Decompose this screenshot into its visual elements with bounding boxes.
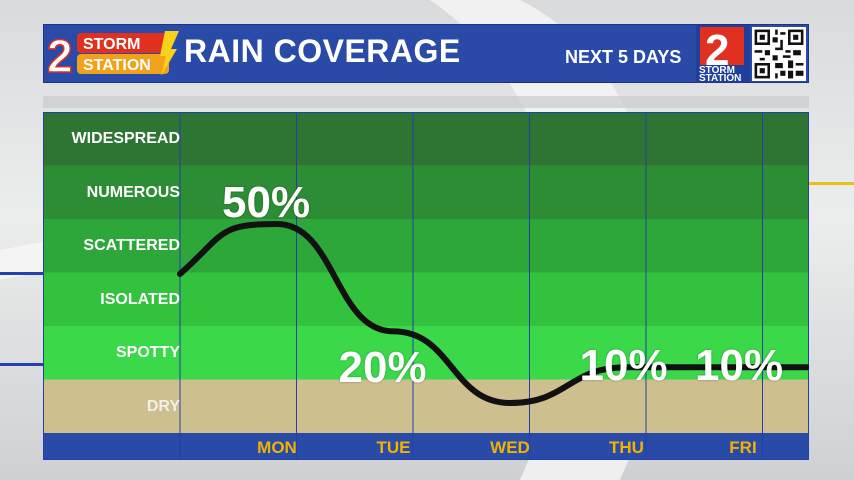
- badge-text-bottom: STATION: [699, 73, 741, 82]
- band-isolated: [43, 272, 809, 326]
- level-label-numerous: NUMEROUS: [86, 183, 180, 201]
- station-badge: 2 STORM STATION: [696, 25, 750, 82]
- band-scattered: [43, 219, 809, 273]
- qr-code: [752, 27, 806, 81]
- logo-bottom-text: STATION: [83, 57, 151, 74]
- band-dry: [43, 379, 809, 433]
- data-label-thu: 10%: [579, 341, 668, 391]
- level-label-dry: DRY: [146, 397, 180, 415]
- tick-label-mon: MON: [257, 438, 297, 457]
- level-label-spotty: SPOTTY: [115, 344, 180, 361]
- band-numerous: [43, 165, 809, 219]
- data-label-fri: 10%: [695, 341, 784, 391]
- level-label-scattered: SCATTERED: [83, 237, 180, 254]
- data-label-mon: 50%: [222, 178, 311, 227]
- tick-label-thu: THU: [609, 438, 644, 457]
- band-spotty: [43, 326, 809, 380]
- tick-label-tue: TUE: [376, 438, 411, 457]
- badge-text-top: STORM: [699, 65, 735, 76]
- data-label-tue: 20%: [338, 343, 427, 393]
- page-title: RAIN COVERAGE: [184, 33, 461, 69]
- logo-number: 2: [47, 30, 73, 78]
- chart-area: DRY SPOTTY ISOLATED SCATTERED NUMEROUS WIDESP…: [43, 112, 809, 460]
- coverage-curve: [177, 220, 809, 407]
- coverage-chart: [43, 112, 809, 460]
- header-bar: 2 STORM STATION RAIN COVERAGE NEXT 5 DAY…: [43, 24, 809, 83]
- x-axis-strip: [43, 433, 809, 460]
- level-label-isolated: ISOLATED: [100, 290, 180, 308]
- level-label-widespread: WIDESPREAD: [71, 130, 180, 147]
- logo-top-text: STORM: [83, 36, 140, 53]
- storm-station-logo: 2 STORM STATION: [47, 29, 179, 78]
- page-subtitle: NEXT 5 DAYS: [565, 47, 682, 67]
- tick-label-fri: FRI: [729, 438, 757, 457]
- plot-border: [43, 112, 809, 460]
- tick-label-wed: WED: [490, 438, 530, 457]
- band-widespread: [43, 112, 809, 166]
- badge-number: 2: [705, 26, 729, 75]
